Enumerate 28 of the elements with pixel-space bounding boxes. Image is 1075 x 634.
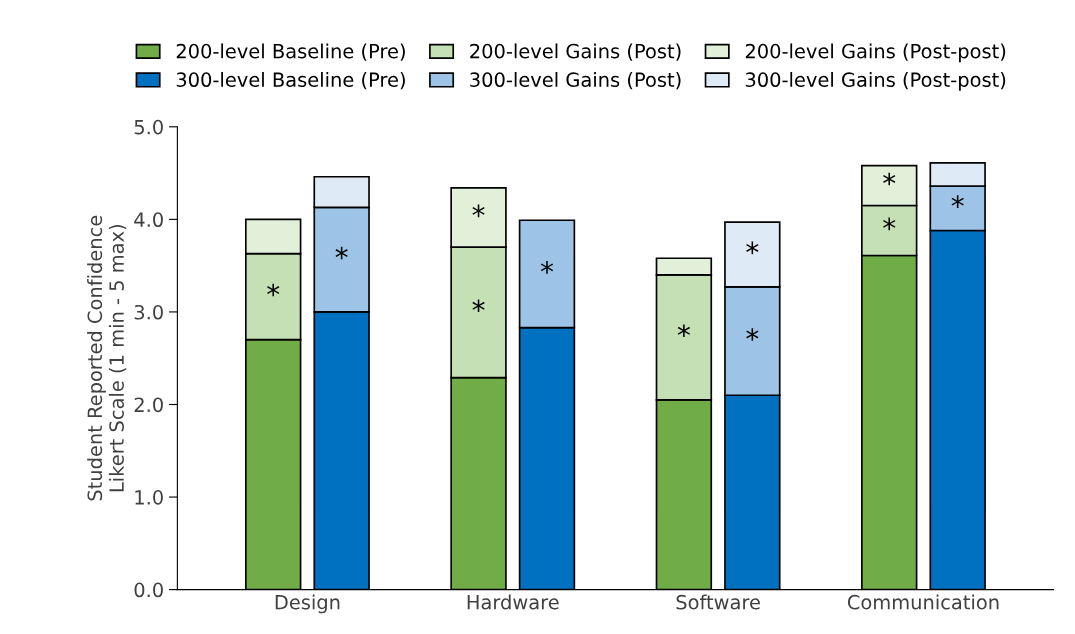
y-axis-title: Student Reported Confidence Likert Scale (1 min - 5 max) bbox=[87, 215, 127, 501]
data-label: * bbox=[951, 195, 964, 208]
data-label: * bbox=[267, 283, 280, 297]
x-tick-label: Design bbox=[275, 594, 340, 614]
data-label: * bbox=[540, 261, 554, 274]
data-label: * bbox=[335, 246, 348, 260]
data-label: * bbox=[472, 204, 485, 218]
data-label: * bbox=[472, 299, 485, 313]
y-tick-label: 5.0 bbox=[134, 119, 163, 135]
data-label: * bbox=[746, 241, 759, 255]
y-tick-label: 4.0 bbox=[134, 212, 163, 228]
y-tick-label: 1.0 bbox=[135, 490, 163, 505]
x-tick-label: Hardware bbox=[467, 594, 559, 610]
y-tick-label: 2.0 bbox=[134, 397, 163, 413]
legend-label: 200-level Gains (Post-post) bbox=[745, 43, 1006, 63]
legend-label: 300-level Gains (Post) bbox=[470, 71, 681, 90]
legend-label: 200-level Gains (Post) bbox=[470, 43, 681, 61]
y-tick-label: 0.0 bbox=[134, 582, 163, 598]
x-tick-label: Software bbox=[676, 594, 760, 610]
data-label: * bbox=[883, 217, 896, 231]
data-label: * bbox=[883, 172, 896, 186]
data-label: * bbox=[746, 328, 759, 341]
legend-label: 200-level Baseline (Pre) bbox=[176, 43, 405, 61]
legend-label: 300-level Baseline (Pre) bbox=[176, 71, 405, 90]
data-label: * bbox=[677, 324, 690, 338]
legend-label: 300-level Gains (Post-post) bbox=[745, 71, 1006, 91]
x-tick-label: Communication bbox=[847, 594, 999, 610]
y-tick-label: 3.0 bbox=[134, 304, 163, 320]
